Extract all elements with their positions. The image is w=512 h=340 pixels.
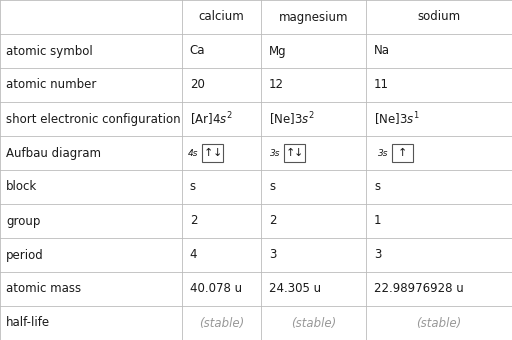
Text: 4s: 4s bbox=[188, 149, 199, 157]
Text: 11: 11 bbox=[374, 79, 389, 91]
Text: 3s: 3s bbox=[269, 149, 280, 157]
Text: 1: 1 bbox=[374, 215, 381, 227]
Text: ↑: ↑ bbox=[398, 148, 407, 158]
Text: s: s bbox=[374, 181, 380, 193]
Text: ↑: ↑ bbox=[285, 148, 295, 158]
Text: [Ar]4$s^{2}$: [Ar]4$s^{2}$ bbox=[190, 110, 232, 128]
Text: 2: 2 bbox=[190, 215, 197, 227]
Text: atomic mass: atomic mass bbox=[6, 283, 81, 295]
Text: Na: Na bbox=[374, 45, 390, 57]
Bar bbox=[392, 144, 413, 162]
Text: 24.305 u: 24.305 u bbox=[269, 283, 321, 295]
Text: half-life: half-life bbox=[6, 317, 50, 329]
Text: 12: 12 bbox=[269, 79, 284, 91]
Bar bbox=[202, 144, 223, 162]
Text: ↓: ↓ bbox=[212, 148, 222, 158]
Text: ↑: ↑ bbox=[204, 148, 214, 158]
Text: ↓: ↓ bbox=[294, 148, 304, 158]
Text: (stable): (stable) bbox=[199, 317, 244, 329]
Text: calcium: calcium bbox=[199, 11, 244, 23]
Text: atomic number: atomic number bbox=[6, 79, 96, 91]
Text: 3: 3 bbox=[374, 249, 381, 261]
Text: Aufbau diagram: Aufbau diagram bbox=[6, 147, 101, 159]
Text: [Ne]3$s^{2}$: [Ne]3$s^{2}$ bbox=[269, 110, 315, 128]
Text: 20: 20 bbox=[190, 79, 205, 91]
Text: magnesium: magnesium bbox=[279, 11, 348, 23]
Text: Mg: Mg bbox=[269, 45, 287, 57]
Text: sodium: sodium bbox=[417, 11, 461, 23]
Text: short electronic configuration: short electronic configuration bbox=[6, 113, 181, 125]
Text: 3: 3 bbox=[269, 249, 276, 261]
Text: 3s: 3s bbox=[378, 149, 388, 157]
Text: 2: 2 bbox=[269, 215, 276, 227]
Text: atomic symbol: atomic symbol bbox=[6, 45, 93, 57]
Text: [Ne]3$s^{1}$: [Ne]3$s^{1}$ bbox=[374, 110, 420, 128]
Text: period: period bbox=[6, 249, 44, 261]
Text: s: s bbox=[190, 181, 196, 193]
Text: 40.078 u: 40.078 u bbox=[190, 283, 242, 295]
Text: s: s bbox=[269, 181, 275, 193]
Text: Ca: Ca bbox=[190, 45, 205, 57]
Bar bbox=[284, 144, 305, 162]
Text: 4: 4 bbox=[190, 249, 197, 261]
Text: block: block bbox=[6, 181, 37, 193]
Text: (stable): (stable) bbox=[416, 317, 462, 329]
Text: 22.98976928 u: 22.98976928 u bbox=[374, 283, 464, 295]
Text: (stable): (stable) bbox=[291, 317, 336, 329]
Text: group: group bbox=[6, 215, 40, 227]
